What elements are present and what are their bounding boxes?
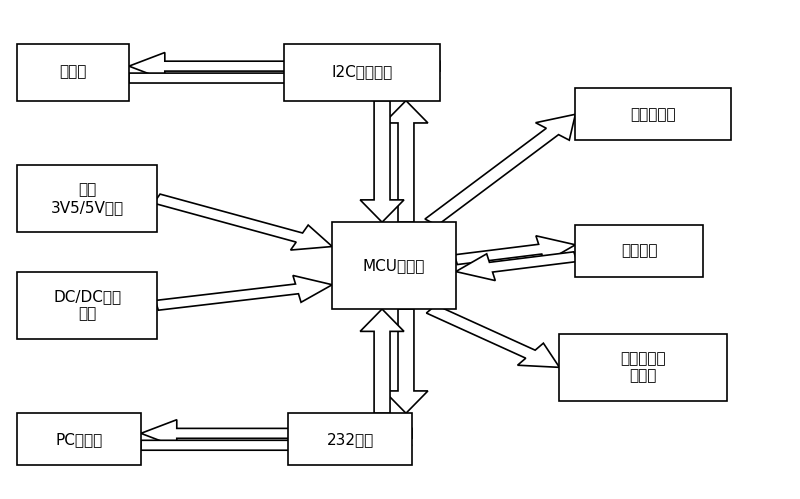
Text: 温度传感器: 温度传感器 (630, 107, 676, 122)
FancyArrow shape (129, 64, 440, 92)
Text: 232芯片: 232芯片 (326, 432, 374, 447)
FancyArrow shape (454, 236, 575, 264)
Bar (285, 43, 440, 101)
Bar (332, 222, 456, 309)
Text: 管理盘: 管理盘 (59, 64, 87, 80)
Bar (18, 413, 141, 466)
FancyArrow shape (141, 432, 412, 459)
Bar (18, 272, 157, 339)
Bar (575, 225, 703, 277)
Text: 发热模块: 发热模块 (621, 243, 658, 258)
Bar (18, 165, 157, 232)
Bar (575, 88, 731, 140)
Text: I2C通讯芯片: I2C通讯芯片 (331, 64, 393, 80)
Bar (559, 334, 727, 401)
FancyArrow shape (141, 420, 412, 447)
FancyArrow shape (384, 309, 428, 413)
Text: DC/DC电源
模块: DC/DC电源 模块 (53, 289, 121, 321)
FancyArrow shape (426, 305, 559, 367)
FancyArrow shape (129, 52, 440, 80)
Text: PC上位机: PC上位机 (55, 432, 102, 447)
Text: MCU单片机: MCU单片机 (363, 258, 426, 273)
Bar (288, 413, 412, 466)
Text: 面板，热插
拔开关: 面板，热插 拔开关 (620, 351, 666, 384)
FancyArrow shape (360, 101, 404, 222)
FancyArrow shape (155, 275, 332, 310)
FancyArrow shape (384, 101, 428, 222)
FancyArrow shape (425, 114, 575, 226)
Text: 背板
3V5/5V电源: 背板 3V5/5V电源 (50, 183, 124, 215)
FancyArrow shape (154, 194, 332, 250)
Bar (18, 43, 129, 101)
FancyArrow shape (360, 309, 404, 413)
FancyArrow shape (456, 252, 577, 280)
